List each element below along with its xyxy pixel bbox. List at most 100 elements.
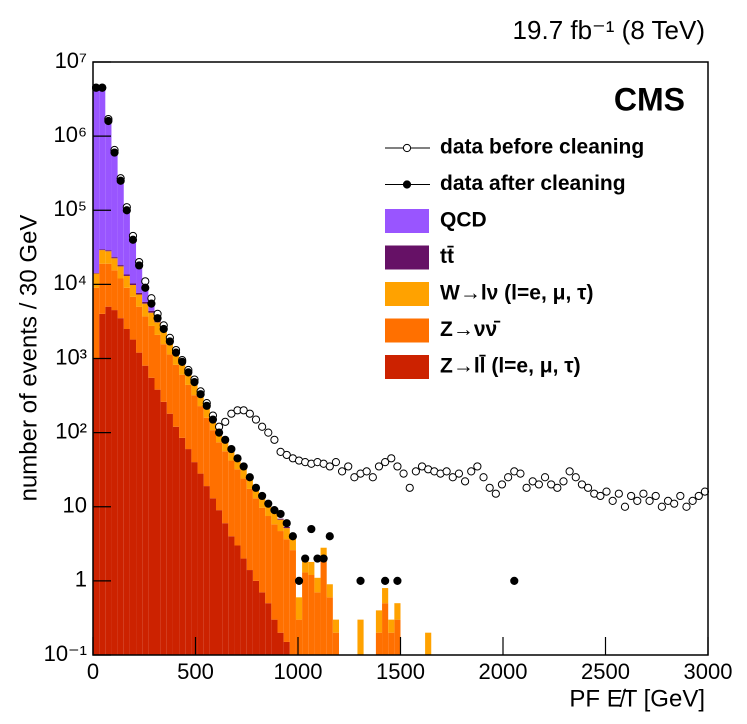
data-point [387,454,396,463]
histogram-bar [166,354,173,414]
data-point [374,462,384,471]
x-tick-label: 2500 [581,659,630,684]
histogram-bar [209,430,216,499]
data-point [202,401,211,410]
histogram-bar [259,507,266,593]
data-point [399,469,408,478]
histogram-bar [326,584,333,598]
y-tick-label: 10⁻¹ [44,641,87,666]
histogram-bar [105,306,112,655]
data-point [516,469,525,478]
data-point [565,467,574,476]
histogram-bar [308,575,315,655]
histogram-bar [93,87,100,274]
histogram-bar [216,510,223,655]
data-point [122,206,131,215]
histogram-bar [129,285,137,297]
histogram-bar [222,523,229,655]
data-point [301,554,310,563]
histogram-bar [234,545,241,655]
histogram-bar [246,488,253,571]
histogram-bar [357,619,364,655]
data-point [442,467,451,476]
data-point [233,454,242,463]
data-point [448,473,457,482]
data-point [325,462,334,471]
data-point [393,462,402,471]
data-point [245,409,254,418]
data-point [325,532,334,541]
histogram-bar [129,296,137,340]
histogram-bar [265,505,272,517]
x-tick-label: 0 [87,659,99,684]
x-tick-label: 1000 [274,659,323,684]
histogram-bar [289,550,296,655]
histogram-bar [320,547,327,559]
data-point [319,554,328,563]
data-point [479,473,488,482]
data-point [344,462,353,471]
data-point [571,473,580,482]
histogram-bar [240,478,247,559]
histogram-bar [111,270,118,311]
data-point [670,499,679,508]
histogram-bar [99,313,106,655]
data-point [497,480,507,489]
histogram-bar [99,250,106,264]
data-point [393,576,402,585]
legend-label: Z→ll̄ (l=e, μ, τ) [440,355,581,378]
histogram-bar [191,395,198,463]
histogram-bar [252,498,260,581]
histogram-bar [271,619,278,655]
histogram-bar [136,294,143,307]
data-point [454,469,464,478]
histogram-bar [308,561,315,576]
histogram-bar [197,473,204,655]
data-point [251,415,261,424]
histogram-bar [209,498,216,655]
y-tick-label: 10³ [55,344,87,369]
histogram-bar [302,558,309,573]
histogram-bar [375,610,383,633]
histogram-bar [154,334,161,390]
data-point [239,462,248,471]
histogram-bar [382,603,389,655]
histogram-bar [148,377,155,655]
histogram-bar [302,572,309,655]
histogram-bar [99,249,106,251]
data-point [547,480,556,489]
data-point [98,83,107,92]
histogram-bar [271,524,278,620]
histogram-bar [314,577,321,593]
data-point [165,337,174,346]
histogram-bar [179,374,186,438]
data-point [153,314,162,323]
experiment-label: CMS [614,81,685,117]
data-point [258,491,267,501]
data-point [577,480,587,489]
data-point [270,435,279,444]
data-point [688,496,697,505]
y-tick-label: 10⁷ [55,48,87,73]
data-point [405,483,414,492]
histogram-bar [105,121,112,251]
histogram-bar [179,362,186,375]
data-point [128,235,138,244]
data-point [540,473,550,482]
histogram-bar [129,239,137,284]
histogram-bar [136,352,143,655]
histogram-bar [123,287,130,330]
data-point [608,496,617,505]
histogram-bar [228,449,235,461]
legend-swatch [385,282,429,306]
x-tick-label: 2000 [479,659,528,684]
histogram-bar [166,413,173,655]
histogram-bar [246,570,253,655]
legend-label: QCD [440,209,487,232]
histogram-bar [332,632,339,655]
data-point [596,491,605,501]
data-point [135,261,144,270]
y-tick-label: 10² [55,418,87,443]
histogram-bar [160,401,167,655]
histogram-bar [332,619,339,633]
